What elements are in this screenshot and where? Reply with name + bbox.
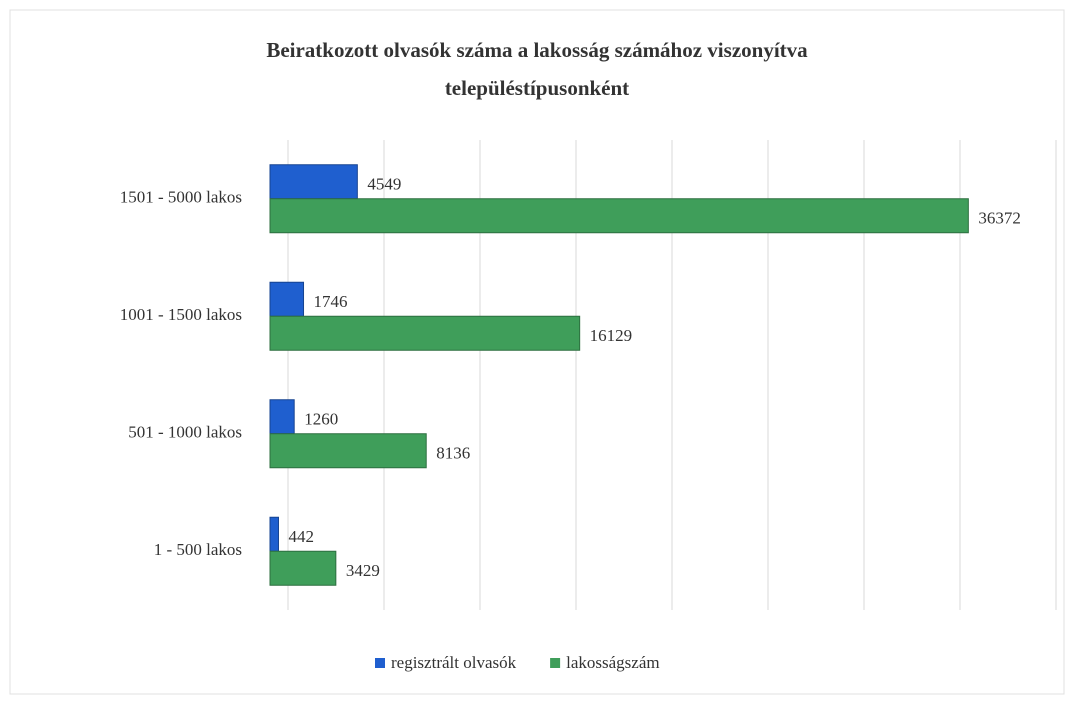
value-label: 8136 bbox=[436, 444, 470, 463]
bar bbox=[269, 281, 305, 317]
chart-title: településtípusonként bbox=[445, 76, 629, 100]
value-label: 4549 bbox=[367, 175, 401, 194]
value-label: 1746 bbox=[314, 292, 348, 311]
value-label: 1260 bbox=[304, 410, 338, 429]
value-label: 3429 bbox=[346, 561, 380, 580]
legend-swatch bbox=[375, 658, 385, 668]
bar bbox=[269, 198, 969, 234]
value-label: 16129 bbox=[590, 326, 633, 345]
bar bbox=[269, 164, 358, 200]
bar bbox=[269, 399, 295, 435]
bar bbox=[269, 516, 279, 552]
y-tick-label: 501 - 1000 lakos bbox=[128, 423, 242, 442]
legend-swatch bbox=[550, 658, 561, 668]
legend-label: regisztrált olvasók bbox=[391, 653, 517, 672]
bar bbox=[269, 433, 427, 469]
legend-label: lakosságszám bbox=[566, 653, 659, 672]
bar bbox=[269, 315, 581, 351]
y-tick-label: 1 - 500 lakos bbox=[154, 540, 242, 559]
value-label: 36372 bbox=[978, 209, 1021, 228]
chart-title: Beiratkozott olvasók száma a lakosság sz… bbox=[266, 38, 808, 62]
chart-frame bbox=[9, 9, 1065, 695]
bar bbox=[269, 550, 337, 586]
y-tick-label: 1501 - 5000 lakos bbox=[120, 188, 242, 207]
y-tick-label: 1001 - 1500 lakos bbox=[120, 305, 242, 324]
value-label: 442 bbox=[288, 527, 314, 546]
